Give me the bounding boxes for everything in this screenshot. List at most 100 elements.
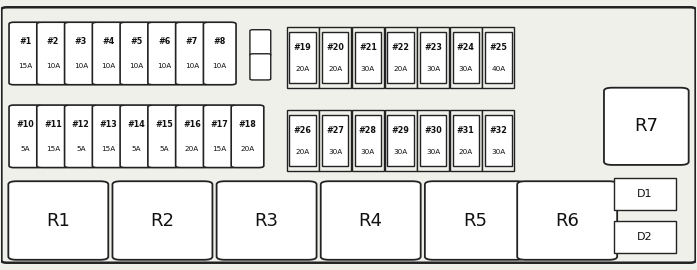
Text: #8: #8 xyxy=(213,37,226,46)
Text: 20A: 20A xyxy=(296,66,309,72)
FancyBboxPatch shape xyxy=(37,105,70,168)
Text: 20A: 20A xyxy=(296,148,309,154)
Bar xyxy=(420,32,446,83)
Text: #2: #2 xyxy=(47,37,59,46)
Bar xyxy=(452,32,479,83)
Text: #5: #5 xyxy=(130,37,143,46)
FancyBboxPatch shape xyxy=(9,22,42,85)
Bar xyxy=(322,32,348,83)
Text: R6: R6 xyxy=(556,211,579,229)
Bar xyxy=(485,32,512,83)
Bar xyxy=(352,27,384,88)
Text: #30: #30 xyxy=(424,126,442,135)
Bar xyxy=(482,27,514,88)
FancyBboxPatch shape xyxy=(8,181,108,260)
FancyBboxPatch shape xyxy=(321,181,421,260)
Text: 20A: 20A xyxy=(459,148,473,154)
Text: 10A: 10A xyxy=(102,63,116,69)
Text: D1: D1 xyxy=(637,189,652,199)
Text: 30A: 30A xyxy=(361,148,375,154)
Bar xyxy=(319,110,351,171)
Text: #14: #14 xyxy=(128,120,145,129)
Text: #18: #18 xyxy=(238,120,256,129)
FancyBboxPatch shape xyxy=(65,22,97,85)
Text: 5A: 5A xyxy=(160,146,169,152)
Text: #23: #23 xyxy=(424,43,442,52)
Bar xyxy=(613,221,676,252)
Text: #16: #16 xyxy=(183,120,201,129)
Bar xyxy=(289,32,316,83)
Text: 5A: 5A xyxy=(132,146,141,152)
FancyBboxPatch shape xyxy=(92,105,125,168)
Text: #4: #4 xyxy=(102,37,115,46)
Bar xyxy=(286,110,319,171)
Text: 30A: 30A xyxy=(459,66,473,72)
Bar xyxy=(319,27,351,88)
FancyBboxPatch shape xyxy=(37,22,70,85)
Text: 30A: 30A xyxy=(393,148,408,154)
FancyBboxPatch shape xyxy=(204,105,236,168)
FancyBboxPatch shape xyxy=(9,105,42,168)
Bar xyxy=(385,27,417,88)
Text: #10: #10 xyxy=(17,120,34,129)
FancyBboxPatch shape xyxy=(92,22,125,85)
Bar xyxy=(352,110,384,171)
Bar xyxy=(385,110,417,171)
Text: R3: R3 xyxy=(254,211,279,229)
FancyBboxPatch shape xyxy=(204,22,236,85)
Text: #31: #31 xyxy=(457,126,475,135)
Text: #24: #24 xyxy=(457,43,475,52)
FancyBboxPatch shape xyxy=(148,105,181,168)
Text: D2: D2 xyxy=(637,232,653,242)
Text: #29: #29 xyxy=(392,126,410,135)
FancyBboxPatch shape xyxy=(120,105,153,168)
Text: 10A: 10A xyxy=(185,63,199,69)
Text: 10A: 10A xyxy=(74,63,88,69)
Text: #1: #1 xyxy=(20,37,31,46)
FancyBboxPatch shape xyxy=(250,54,270,80)
Text: 20A: 20A xyxy=(393,66,408,72)
FancyBboxPatch shape xyxy=(217,181,316,260)
Bar xyxy=(355,32,381,83)
FancyBboxPatch shape xyxy=(517,181,617,260)
Text: #22: #22 xyxy=(392,43,410,52)
Text: 15A: 15A xyxy=(46,146,60,152)
Text: 10A: 10A xyxy=(157,63,171,69)
Text: R1: R1 xyxy=(47,211,70,229)
Text: #26: #26 xyxy=(293,126,312,135)
FancyBboxPatch shape xyxy=(112,181,213,260)
Text: R4: R4 xyxy=(359,211,383,229)
Text: #11: #11 xyxy=(44,120,62,129)
Bar xyxy=(388,115,414,166)
FancyBboxPatch shape xyxy=(1,7,696,263)
Text: #27: #27 xyxy=(326,126,344,135)
FancyBboxPatch shape xyxy=(148,22,181,85)
Text: #19: #19 xyxy=(294,43,312,52)
Text: 5A: 5A xyxy=(76,146,86,152)
FancyBboxPatch shape xyxy=(120,22,153,85)
Text: 30A: 30A xyxy=(491,148,505,154)
Text: #32: #32 xyxy=(489,126,507,135)
FancyBboxPatch shape xyxy=(425,181,525,260)
Text: 15A: 15A xyxy=(213,146,227,152)
Text: 15A: 15A xyxy=(102,146,116,152)
Text: #15: #15 xyxy=(155,120,173,129)
Text: 5A: 5A xyxy=(20,146,30,152)
Bar xyxy=(420,115,446,166)
Bar xyxy=(418,27,449,88)
FancyBboxPatch shape xyxy=(176,22,208,85)
Bar xyxy=(286,27,319,88)
Text: #25: #25 xyxy=(489,43,507,52)
Bar xyxy=(485,115,512,166)
Bar xyxy=(388,32,414,83)
Text: R5: R5 xyxy=(463,211,487,229)
Text: 30A: 30A xyxy=(328,148,342,154)
Text: #3: #3 xyxy=(75,37,87,46)
Text: 30A: 30A xyxy=(426,66,441,72)
Text: 15A: 15A xyxy=(18,63,33,69)
Text: 10A: 10A xyxy=(46,63,60,69)
FancyBboxPatch shape xyxy=(250,30,270,56)
Text: #13: #13 xyxy=(100,120,118,129)
Bar xyxy=(322,115,348,166)
Text: 10A: 10A xyxy=(129,63,144,69)
